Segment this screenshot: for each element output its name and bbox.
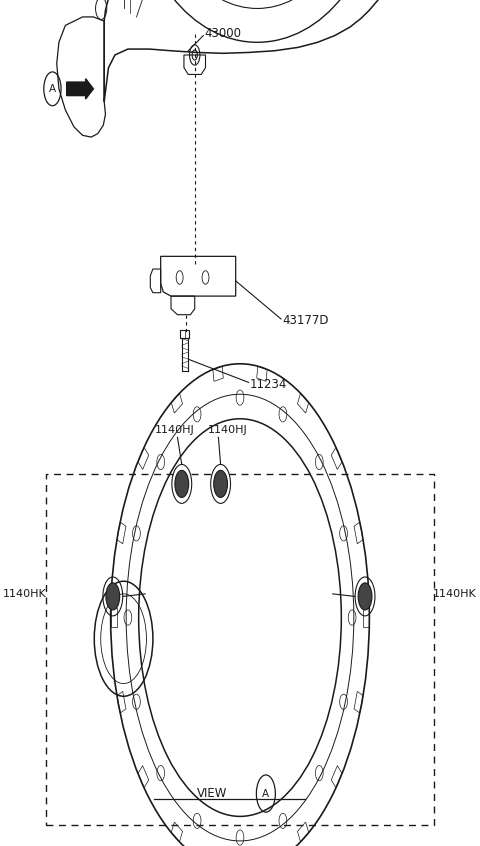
Text: 11234: 11234 xyxy=(250,377,288,391)
Text: 1140HK: 1140HK xyxy=(433,589,477,599)
Text: A: A xyxy=(262,788,269,799)
Text: VIEW: VIEW xyxy=(197,787,227,800)
Circle shape xyxy=(175,470,189,497)
Circle shape xyxy=(214,470,228,497)
Circle shape xyxy=(106,583,120,610)
Circle shape xyxy=(358,583,372,610)
Text: A: A xyxy=(49,84,56,94)
Text: 1140HJ: 1140HJ xyxy=(155,425,195,435)
Text: 43177D: 43177D xyxy=(282,314,329,327)
Text: 43000: 43000 xyxy=(204,27,241,41)
Text: 1140HK: 1140HK xyxy=(3,589,47,599)
FancyArrow shape xyxy=(67,79,94,99)
Bar xyxy=(180,330,189,338)
Text: 1140HJ: 1140HJ xyxy=(208,425,247,435)
